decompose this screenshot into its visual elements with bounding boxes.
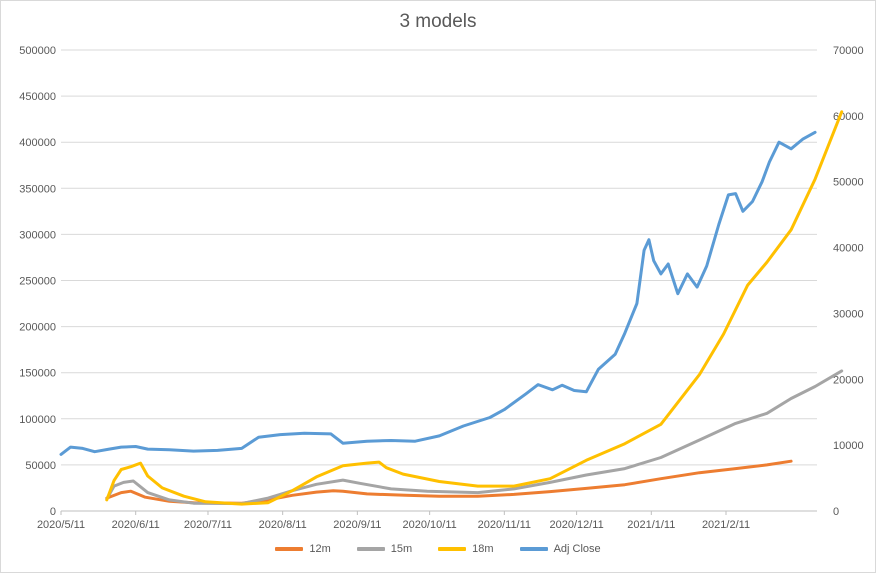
x-tick-label: 2020/5/11 [37,519,85,531]
series-line-15m [105,369,844,506]
x-tick-label: 2021/2/11 [702,519,750,531]
line-chart: 0500001000001500002000002500003000003500… [19,45,864,531]
y-right-tick-label: 0 [833,506,839,518]
legend-label: Adj Close [553,543,601,555]
x-tick-label: 2020/9/11 [333,519,381,531]
y-left-tick-label: 300000 [19,229,56,241]
x-tick-label: 2020/12/11 [549,519,603,531]
y-right-tick-label: 10000 [833,440,864,452]
legend-item: 12m [275,543,331,555]
x-tick-label: 2021/1/11 [627,519,675,531]
series-line-18m [105,110,844,506]
y-left-tick-label: 0 [50,506,56,518]
y-left-tick-label: 450000 [19,91,56,103]
legend-swatch [438,547,467,551]
chart-title: 3 models [399,11,477,32]
y-left-tick-label: 150000 [19,368,56,380]
y-left-tick-label: 400000 [19,137,56,149]
y-left-tick-label: 100000 [19,414,56,426]
legend-swatch [275,547,304,551]
y-left-tick-label: 250000 [19,276,56,288]
y-left-tick-label: 350000 [19,183,56,195]
y-left-tick-label: 50000 [25,460,56,472]
x-tick-label: 2020/6/11 [112,519,160,531]
y-right-tick-label: 50000 [833,177,864,189]
legend-item: 18m [438,543,494,555]
series-line-adj-close [59,130,817,456]
y-right-tick-label: 70000 [833,45,864,57]
x-tick-label: 2020/11/11 [478,519,531,531]
x-tick-label: 2020/10/11 [403,519,457,531]
y-right-tick-label: 20000 [833,374,864,386]
legend-label: 15m [390,543,413,555]
legend-label: 18m [472,543,494,555]
y-left-tick-label: 500000 [19,45,56,57]
y-right-tick-label: 30000 [833,308,864,320]
y-left-tick-label: 200000 [19,322,56,334]
chart-legend: 12m 15m 18m Adj Close [1,543,875,555]
y-right-tick-label: 40000 [833,243,864,255]
legend-item: 15m [356,543,413,555]
legend-swatch [356,547,385,551]
x-tick-label: 2020/8/11 [259,519,307,531]
legend-label: 12m [309,543,331,555]
x-tick-label: 2020/7/11 [184,519,232,531]
legend-swatch [519,547,548,551]
legend-item: Adj Close [519,543,601,555]
